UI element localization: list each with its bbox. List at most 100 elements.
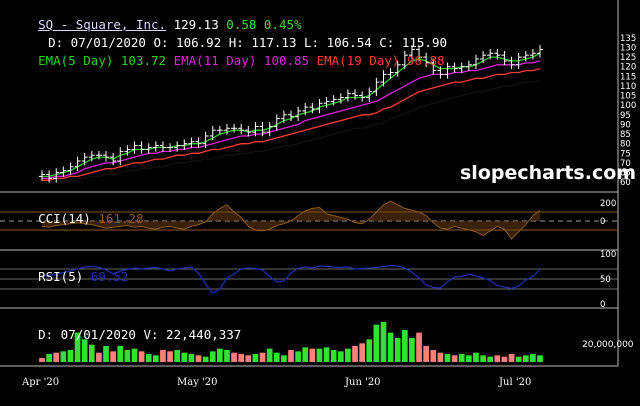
volume-bar — [473, 352, 479, 362]
volume-bar — [281, 355, 287, 362]
cci-line — [41, 200, 541, 240]
volume-bar — [437, 352, 444, 362]
volume-bar — [74, 332, 81, 362]
volume-bar — [466, 355, 472, 362]
price-tick-label: 105 — [620, 92, 636, 102]
header-line-1: SQ - Square, Inc. 129.13 0.58 0.45% — [8, 4, 302, 46]
price-tick-label: 115 — [620, 72, 636, 82]
volume-bar — [88, 344, 95, 362]
volume-bar — [366, 339, 373, 362]
volume-bar — [359, 343, 365, 362]
x-label-apr: Apr '20 — [22, 377, 60, 388]
cci-legend: CCI(14) 161.28 — [8, 198, 143, 240]
price-tick-label: 60 — [620, 178, 631, 188]
volume-bar — [401, 330, 408, 362]
last-price: 129.13 — [173, 17, 219, 32]
price-tick-label: 130 — [620, 43, 636, 53]
x-label-jul: Jul '20 — [499, 377, 532, 388]
price-tick-label: 100 — [620, 101, 636, 111]
volume-legend: D: 07/01/2020 V: 22,440,337 — [8, 314, 241, 356]
watermark: slopecharts.com — [460, 162, 637, 184]
volume-bar — [352, 346, 358, 362]
ema-line-3 — [42, 67, 541, 181]
volume-bar — [103, 346, 109, 362]
volume-bar — [323, 347, 330, 362]
cci-tick-label: 0 — [600, 217, 605, 227]
volume-bar — [501, 356, 508, 362]
volume-bar — [309, 348, 316, 362]
price-tick-label: 95 — [620, 111, 631, 121]
ticker-link[interactable]: SQ - Square, Inc. — [38, 17, 167, 32]
ohlc-high: H: 117.13 — [228, 35, 297, 50]
volume-bar — [181, 352, 188, 362]
volume-bar — [295, 351, 301, 362]
volume-bar — [217, 348, 223, 362]
volume-bar — [508, 354, 515, 362]
price-tick-label: 80 — [620, 140, 631, 150]
volume-bar — [117, 346, 124, 362]
volume-bar — [416, 332, 422, 362]
volume-bar — [337, 351, 344, 362]
volume-bar — [67, 350, 74, 362]
volume-bar — [373, 324, 380, 362]
volume-bar — [195, 355, 202, 362]
volume-bar — [160, 350, 166, 362]
volume-bar — [245, 355, 252, 362]
price-tick-label: 75 — [620, 149, 631, 159]
price-tick-label: 65 — [620, 169, 631, 179]
volume-value: V: 22,440,337 — [143, 327, 242, 342]
volume-bar — [273, 352, 280, 362]
volume-bar — [302, 347, 309, 362]
volume-date: D: 07/01/2020 — [38, 327, 136, 342]
cci-value: 161.28 — [98, 211, 144, 226]
rsi-panel — [0, 264, 618, 294]
ema19-value: 96.88 — [406, 53, 445, 68]
panel-grid — [0, 0, 619, 367]
volume-scale-label: 20,000,000 — [582, 340, 634, 350]
volume-bar — [46, 354, 52, 362]
ohlc-low: L: 106.54 — [304, 35, 372, 50]
volume-panel — [39, 322, 543, 362]
volume-bar — [60, 351, 67, 362]
price-change: 0.58 — [226, 17, 257, 32]
price-panel — [39, 45, 543, 183]
volume-bar — [494, 355, 501, 362]
volume-bar — [174, 350, 181, 362]
volume-bar — [202, 356, 209, 362]
rsi-line — [41, 264, 541, 294]
rsi-tick-label: 50 — [600, 275, 611, 285]
price-tick-label: 135 — [620, 34, 636, 44]
x-label-jun: Jun '20 — [345, 377, 381, 388]
volume-bar — [138, 351, 145, 362]
volume-bar — [259, 352, 266, 362]
volume-bar — [96, 352, 102, 362]
volume-bar — [409, 338, 415, 362]
price-tick-label: 90 — [620, 120, 631, 130]
rsi-legend: RSI(5) 69.52 — [8, 256, 128, 298]
volume-bar — [266, 348, 273, 362]
volume-bar — [487, 356, 494, 362]
ema-line-2 — [42, 60, 541, 179]
price-change-pct: 0.45% — [263, 17, 302, 32]
volume-bar — [167, 351, 173, 362]
volume-bar — [522, 355, 529, 362]
price-tick-label: 125 — [620, 53, 636, 63]
ema5-label: EMA(5 Day) — [38, 53, 114, 68]
ema5-value: 103.72 — [120, 53, 167, 68]
volume-bar — [231, 352, 237, 362]
cci-panel — [0, 200, 618, 240]
volume-bar — [110, 351, 116, 362]
price-tick-label: 120 — [620, 63, 636, 73]
volume-bar — [188, 354, 195, 362]
rsi-tick-label: 0 — [600, 300, 605, 310]
volume-bar — [458, 354, 465, 362]
cci-tick-label: 200 — [600, 199, 616, 209]
price-tick-label: 110 — [620, 82, 636, 92]
volume-bar — [152, 355, 159, 362]
volume-bar — [451, 355, 458, 362]
volume-bar — [444, 354, 451, 362]
ema19-label: EMA(19 Day) — [316, 53, 400, 68]
volume-bar — [53, 352, 60, 362]
header-line-2: D: 07/01/2020 O: 106.92 H: 117.13 L: 106… — [18, 22, 447, 64]
